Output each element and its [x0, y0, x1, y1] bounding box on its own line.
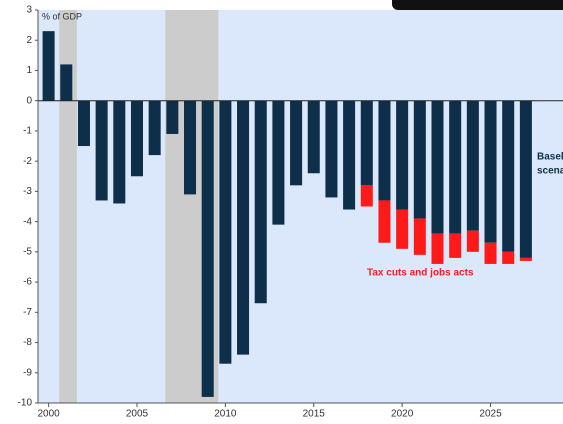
bar: [502, 252, 514, 264]
bar: [520, 258, 532, 261]
overlay-box: [392, 0, 563, 10]
bar: [325, 101, 337, 198]
bar: [219, 101, 231, 364]
bar: [237, 101, 249, 355]
bar: [467, 101, 479, 231]
y-tick-label: 0: [26, 95, 32, 106]
bar: [343, 101, 355, 210]
series-annotation: scena: [537, 166, 563, 177]
bar: [96, 101, 108, 201]
x-tick-label: 2000: [37, 409, 60, 420]
plot-background: [38, 10, 563, 403]
y-axis-label: % of GDP: [42, 11, 82, 21]
x-tick-label: 2015: [303, 409, 326, 420]
bar: [414, 219, 426, 255]
y-tick-label: -8: [23, 337, 32, 348]
x-tick-label: 2005: [126, 409, 149, 420]
y-tick-label: -7: [23, 307, 32, 318]
bar: [255, 101, 267, 304]
bar: [60, 64, 72, 100]
bar: [43, 31, 55, 101]
bar: [378, 101, 390, 201]
y-tick-label: 2: [26, 35, 32, 46]
bar: [131, 101, 143, 177]
y-tick-label: 3: [26, 5, 32, 16]
bar: [361, 101, 373, 186]
bar: [485, 101, 497, 243]
bar: [485, 243, 497, 264]
bar: [361, 185, 373, 206]
bar: [184, 101, 196, 195]
bar: [378, 200, 390, 242]
y-tick-label: 1: [26, 65, 32, 76]
bar: [113, 101, 125, 204]
bar: [431, 101, 443, 234]
bar: [78, 101, 90, 146]
y-tick-label: -1: [23, 126, 32, 137]
y-tick-label: -6: [23, 277, 32, 288]
y-tick-label: -4: [23, 216, 32, 227]
y-tick-label: -2: [23, 156, 32, 167]
chart: % of GDP 3 2 1 0 -1 -2 -3 -4 -5 -6 -7 -8 -9 -10 2000 20…: [0, 0, 563, 424]
bar: [149, 101, 161, 155]
bar: [396, 101, 408, 210]
y-tick-label: -3: [23, 186, 32, 197]
bar: [272, 101, 284, 225]
bar: [520, 101, 532, 258]
bar: [431, 234, 443, 264]
y-tick-label: -9: [23, 367, 32, 378]
bar: [449, 101, 461, 234]
y-tick-label: -10: [18, 398, 33, 409]
x-tick-label: 2025: [479, 409, 502, 420]
y-tick-label: -5: [23, 246, 32, 257]
bar: [290, 101, 302, 186]
bar: [449, 234, 461, 258]
series-annotation: Basel: [537, 152, 563, 163]
x-tick-label: 2020: [391, 409, 414, 420]
bar: [308, 101, 320, 174]
bar: [414, 101, 426, 219]
bar: [502, 101, 514, 252]
x-tick-label: 2010: [214, 409, 237, 420]
bar: [166, 101, 178, 134]
bar: [467, 231, 479, 252]
bar: [396, 210, 408, 249]
bar: [202, 101, 214, 397]
series-annotation: Tax cuts and jobs acts: [367, 268, 474, 279]
